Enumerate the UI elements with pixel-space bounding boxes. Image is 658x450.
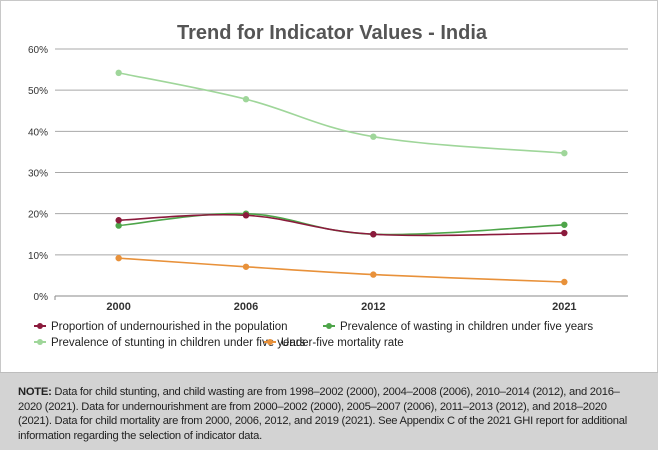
legend-swatch-dot — [37, 323, 43, 329]
series-line — [118, 72, 565, 154]
data-point — [242, 96, 250, 103]
y-tick-label: 10% — [28, 251, 48, 262]
data-point — [115, 222, 122, 229]
y-tick-label: 60% — [28, 45, 48, 56]
y-tick-label: 40% — [28, 127, 48, 138]
chart-title: Trend for Indicator Values - India — [177, 22, 488, 44]
x-tick-label: 2021 — [552, 301, 576, 313]
data-point — [561, 221, 568, 228]
series-line — [118, 257, 565, 283]
x-tick-label: 2012 — [361, 301, 385, 313]
legend-swatch-dot — [267, 339, 273, 345]
note-box: NOTE: Data for child stunting, and child… — [0, 372, 658, 450]
data-point — [115, 217, 122, 224]
data-point — [115, 69, 122, 77]
y-tick-label: 20% — [28, 210, 48, 221]
y-tick-label: 0% — [34, 292, 49, 303]
note-label: NOTE: — [18, 386, 52, 398]
data-point — [242, 263, 250, 270]
line-chart: Trend for Indicator Values - India 0% 10%… — [28, 22, 628, 349]
y-tick-label: 30% — [28, 169, 48, 180]
legend-label: Under-five mortality rate — [281, 337, 404, 349]
legend-label: Prevalence of stunting in children under… — [51, 337, 306, 349]
x-tick-label: 2000 — [106, 301, 130, 313]
y-tick-label: 50% — [28, 86, 48, 97]
data-point — [370, 231, 377, 238]
legend-label: Prevalence of wasting in children under … — [340, 321, 593, 333]
series-line — [118, 213, 565, 237]
data-point — [561, 278, 568, 286]
legend-swatch-dot — [326, 323, 332, 329]
data-point — [242, 212, 250, 219]
x-tick-label: 2006 — [234, 301, 258, 313]
legend-swatch-dot — [37, 339, 43, 345]
data-point — [370, 133, 377, 140]
data-point — [370, 271, 377, 278]
data-point — [561, 149, 568, 157]
data-point — [561, 229, 568, 237]
legend-label: Proportion of undernourished in the popu… — [51, 321, 288, 333]
data-point — [115, 254, 122, 262]
note-text: Data for child stunting, and child wasti… — [18, 386, 627, 442]
